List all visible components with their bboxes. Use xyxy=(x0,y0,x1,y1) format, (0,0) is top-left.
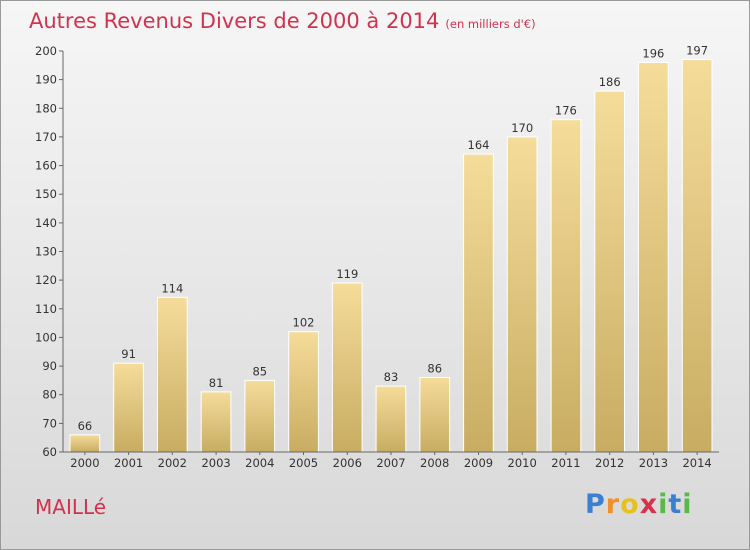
value-label: 114 xyxy=(161,281,183,295)
x-tick-label: 2013 xyxy=(639,456,668,470)
x-tick-label: 2001 xyxy=(114,456,143,470)
value-label: 164 xyxy=(468,138,490,152)
y-tick-label: 90 xyxy=(42,359,57,373)
bar-2012 xyxy=(594,90,625,453)
bar-2005 xyxy=(288,331,319,453)
x-tick-label: 2003 xyxy=(201,456,230,470)
chart-title-text: Autres Revenus Divers de 2000 à 2014 xyxy=(29,9,440,33)
bar-2000 xyxy=(69,434,101,453)
value-label: 85 xyxy=(252,364,267,378)
y-tick-label: 150 xyxy=(35,187,57,201)
bar-2009 xyxy=(463,153,494,453)
bar-2006 xyxy=(331,282,363,453)
y-tick-label: 110 xyxy=(35,302,57,316)
value-label: 197 xyxy=(686,44,708,58)
commune-name: MAILLé xyxy=(35,495,107,519)
proxiti-logo[interactable]: Proxiti xyxy=(585,489,693,520)
x-tick-label: 2005 xyxy=(289,456,318,470)
logo-letter: i xyxy=(658,489,669,520)
x-tick-label: 2009 xyxy=(464,456,493,470)
x-tick-label: 2002 xyxy=(158,456,187,470)
x-tick-label: 2012 xyxy=(595,456,624,470)
y-tick-label: 70 xyxy=(42,416,57,430)
y-tick-label: 100 xyxy=(35,330,57,344)
x-tick-label: 2008 xyxy=(420,456,449,470)
bar-2002 xyxy=(157,296,188,453)
logo-letter: P xyxy=(585,489,606,520)
y-tick-label: 120 xyxy=(35,273,57,287)
bar-2010 xyxy=(506,136,538,453)
chart-unit: (en milliers d'€) xyxy=(445,17,536,31)
y-tick-label: 140 xyxy=(35,216,57,230)
value-label: 176 xyxy=(555,104,577,118)
y-tick-label: 200 xyxy=(35,44,57,58)
value-label: 170 xyxy=(511,121,533,135)
logo-letter: t xyxy=(668,489,683,520)
bar-2007 xyxy=(375,385,407,453)
y-tick-label: 170 xyxy=(35,130,57,144)
chart-title: Autres Revenus Divers de 2000 à 2014 (en … xyxy=(29,9,536,33)
x-tick-label: 2007 xyxy=(376,456,405,470)
logo-letter: o xyxy=(620,489,640,520)
y-tick-label: 80 xyxy=(42,388,57,402)
bar-2013 xyxy=(638,62,669,453)
value-label: 186 xyxy=(599,75,621,89)
y-tick-label: 180 xyxy=(35,101,57,115)
bar-2014 xyxy=(681,59,713,453)
x-tick-label: 2004 xyxy=(245,456,274,470)
y-tick-label: 190 xyxy=(35,73,57,87)
logo-letter: x xyxy=(639,489,659,520)
bar-2008 xyxy=(419,377,451,453)
x-tick-label: 2011 xyxy=(551,456,580,470)
bars-group: 66 91 114 81 85 102 119 83 86 164 170 176 186 196 197 xyxy=(69,44,713,453)
logo-letter: i xyxy=(682,489,693,520)
logo-letter: r xyxy=(605,489,621,520)
y-tick-label: 130 xyxy=(35,245,57,259)
value-label: 66 xyxy=(78,419,93,433)
x-tick-label: 2006 xyxy=(333,456,362,470)
value-label: 102 xyxy=(293,316,315,330)
value-label: 91 xyxy=(121,347,136,361)
x-tick-label: 2014 xyxy=(682,456,711,470)
bar-2004 xyxy=(244,379,276,453)
bar-2011 xyxy=(550,119,582,453)
value-label: 196 xyxy=(642,47,664,61)
bar-2001 xyxy=(113,362,144,453)
value-label: 119 xyxy=(336,267,358,281)
x-tick-label: 2010 xyxy=(508,456,537,470)
y-tick-label: 160 xyxy=(35,159,57,173)
x-tick-label: 2000 xyxy=(70,456,99,470)
value-label: 81 xyxy=(209,376,224,390)
y-tick-label: 60 xyxy=(42,445,57,459)
value-label: 86 xyxy=(427,362,442,376)
bar-2003 xyxy=(200,391,232,453)
value-label: 83 xyxy=(384,370,399,384)
axes-group: 2000 2001 2002 2003 2004 2005 2006 2007 2008 2009… xyxy=(35,44,719,470)
